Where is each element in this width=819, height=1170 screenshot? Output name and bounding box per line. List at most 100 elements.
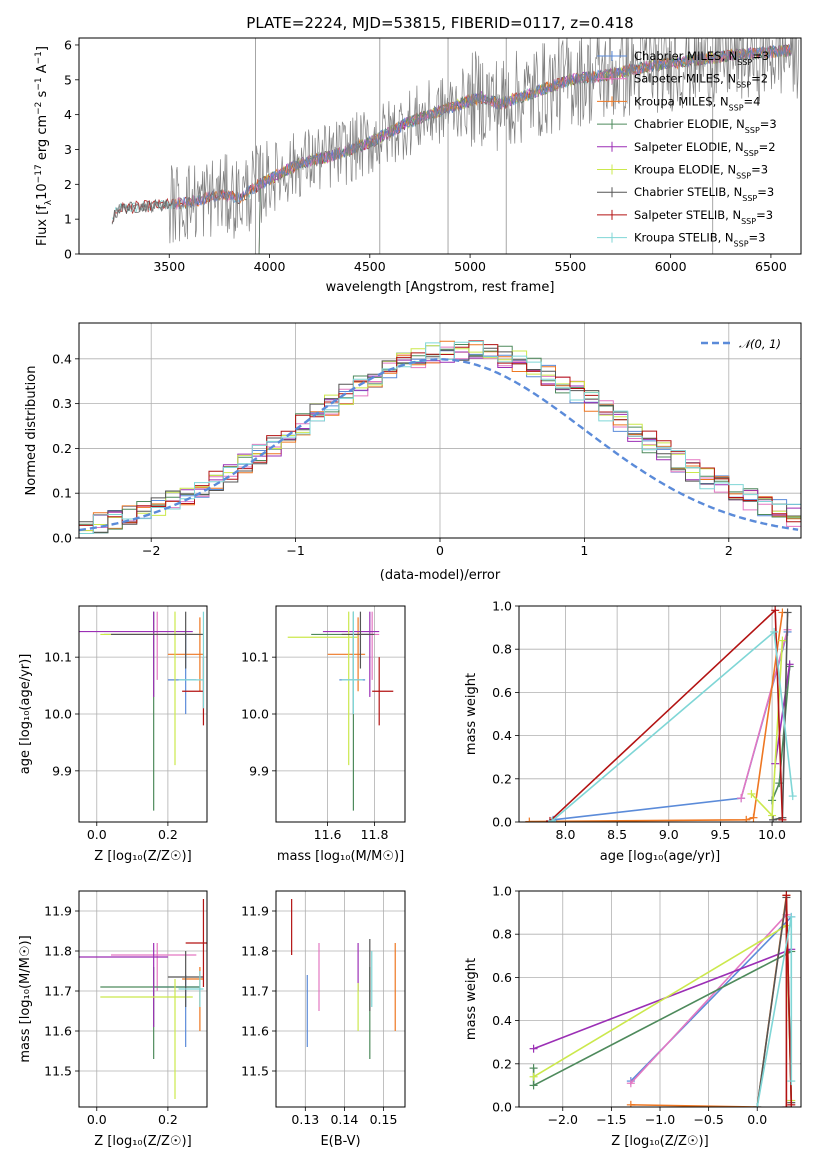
ytick-label-1: 11.6 <box>241 1024 269 1039</box>
y-axis-label: age [log₁₀(age/yr)] <box>18 654 33 775</box>
xtick-label-1: 11.8 <box>361 827 389 842</box>
axes-frame <box>78 322 802 539</box>
ytick-label-2: 0.4 <box>492 1013 512 1028</box>
weight-line-salpeter_miles <box>740 629 789 799</box>
hist-kroupa_stelib <box>79 341 801 534</box>
weight-line-salpeter_miles <box>630 914 787 1084</box>
xtick-label-2: 0 <box>436 543 444 558</box>
ytick-label-2: 0.2 <box>52 441 72 456</box>
data-spectrum-line <box>112 38 800 244</box>
plot-area-spectrum <box>111 38 800 254</box>
grid-weight_vs_age <box>519 605 801 823</box>
xtick-label-1: −1 <box>286 543 304 558</box>
legend-entry-5: Kroupa ELODIE, NSSP=3 <box>634 163 768 181</box>
axes-frame <box>518 890 802 1108</box>
figure-title: PLATE=2224, MJD=53815, FIBERID=0117, z=0… <box>246 14 633 32</box>
plot-area-weight_vs_age <box>525 606 797 822</box>
ytick-label-2: 10.1 <box>44 650 72 665</box>
xtick-label-2: 0.15 <box>370 1112 398 1127</box>
x-axis-label: Z [log₁₀(Z/Z☉)] <box>94 1134 191 1149</box>
legend-entry-3: Chabrier ELODIE, NSSP=3 <box>634 117 777 135</box>
xtick-label-0: 0.13 <box>291 1112 319 1127</box>
xtick-label-4: 0.0 <box>747 1112 767 1127</box>
panel-weight_vs_Z: −2.0 −1.5 −1.0 −0.5 0.0 0.0 0.2 0.4 0.6 0.8 1.0 Z [… <box>464 884 802 1149</box>
ytick-label-0: 9.9 <box>52 763 72 778</box>
grid-age_vs_Z <box>79 606 207 822</box>
xtick-label-0: 0.0 <box>87 1112 107 1127</box>
xtick-label-1: 0.2 <box>158 827 178 842</box>
y-axis-label: Flux [fλ10−17 erg cm−2 s−1 A−1] <box>34 46 54 246</box>
ytick-label-1: 0.2 <box>492 1056 512 1071</box>
ytick-label-4: 11.9 <box>44 904 72 919</box>
grid-mass_vs_ebv <box>276 891 405 1107</box>
legend-entry-0: Chabrier MILES, NSSP=3 <box>634 49 769 67</box>
ytick-label-5: 1.0 <box>492 599 512 614</box>
xtick-label-3: 5000 <box>454 259 486 274</box>
x-axis-label: wavelength [Angstrom, rest frame] <box>326 280 555 295</box>
x-axis-label: E(B-V) <box>320 1134 360 1149</box>
grid-mass_vs_Z <box>79 891 207 1107</box>
xtick-label-4: 10.0 <box>758 827 786 842</box>
ytick-label-4: 0.4 <box>52 351 72 366</box>
panel-age_vs_Z: 0.0 0.2 9.9 10.0 10.1 Z [log₁₀(Z/Z☉)] age [log… <box>18 605 208 864</box>
panel-spectrum: 3500 4000 4500 5000 5500 6000 6500 0 1 2 3 4 5 6 wavel… <box>34 37 802 295</box>
ytick-label-2: 0.4 <box>492 728 512 743</box>
legend-normal-label: 𝒩(0, 1) <box>739 337 781 351</box>
xtick-label-0: 3500 <box>153 259 185 274</box>
xtick-label-4: 2 <box>725 543 733 558</box>
weight-line-chabrier_miles <box>553 631 789 821</box>
xtick-label-0: −2.0 <box>548 1112 578 1127</box>
x-axis-label: Z [log₁₀(Z/Z☉)] <box>611 1134 708 1149</box>
ytick-label-1: 10.0 <box>44 707 72 722</box>
xtick-label-2: 9.0 <box>659 827 679 842</box>
xtick-label-3: −0.5 <box>693 1112 723 1127</box>
xtick-label-3: 1 <box>580 543 588 558</box>
panel-weight_vs_age: 8.0 8.5 9.0 9.5 10.0 0.0 0.2 0.4 0.6 0.8 1.0 age [l… <box>464 599 802 864</box>
xtick-label-0: 0.0 <box>87 827 107 842</box>
xtick-label-0: 11.6 <box>314 827 342 842</box>
ytick-label-0: 11.5 <box>241 1064 269 1079</box>
ytick-label-3: 0.6 <box>492 685 512 700</box>
weight-line-chabrier_elodie <box>532 950 792 1087</box>
xtick-label-6: 6500 <box>755 259 787 274</box>
ytick-label-1: 10.0 <box>241 707 269 722</box>
panel-mass_vs_Z: 0.0 0.2 11.5 11.6 11.7 11.8 11.9 Z [log₁₀(Z/Z☉)… <box>18 890 208 1149</box>
xtick-label-2: −1.0 <box>645 1112 675 1127</box>
y-axis-label: mass [log₁₀(M/M☉)] <box>18 935 33 1062</box>
ytick-label-4: 11.9 <box>241 904 269 919</box>
plot-area-weight_vs_Z <box>529 891 796 1107</box>
ytick-label-3: 3 <box>64 142 72 157</box>
axes-frame <box>518 605 802 823</box>
ytick-label-2: 11.7 <box>241 984 269 999</box>
ytick-label-0: 0.0 <box>492 1100 512 1115</box>
plot-area-residuals <box>79 340 801 534</box>
axes-frame <box>78 890 208 1108</box>
xtick-label-0: −2 <box>142 543 160 558</box>
ytick-label-0: 0.0 <box>492 815 512 830</box>
ytick-label-5: 5 <box>64 72 72 87</box>
legend-entry-7: Salpeter STELIB, NSSP=3 <box>634 208 773 226</box>
legend-entry-4: Salpeter ELODIE, NSSP=2 <box>634 140 776 158</box>
weight-line-salpeter_stelib <box>549 608 784 822</box>
y-axis-label: mass weight <box>464 673 479 755</box>
ytick-label-1: 1 <box>64 212 72 227</box>
ytick-label-4: 4 <box>64 107 72 122</box>
x-axis-label: (data-model)/error <box>380 568 501 583</box>
ytick-label-5: 1.0 <box>492 884 512 899</box>
x-axis-label: Z [log₁₀(Z/Z☉)] <box>94 849 191 864</box>
ytick-label-3: 11.8 <box>241 944 269 959</box>
legend-entry-8: Kroupa STELIB, NSSP=3 <box>634 231 765 249</box>
xtick-label-1: 0.14 <box>330 1112 358 1127</box>
panel-residuals: −2 −1 0 1 2 0.0 0.1 0.2 0.3 0.4 (data-model)/error… <box>24 322 802 583</box>
xtick-label-1: 8.5 <box>607 827 627 842</box>
axes-frame <box>275 890 406 1108</box>
panel-mass_vs_ebv: 0.13 0.14 0.15 11.5 11.6 11.7 11.8 11.9 E(B-V) <box>241 890 406 1149</box>
ytick-label-3: 0.6 <box>492 970 512 985</box>
weight-line-salpeter_elodie <box>774 664 791 764</box>
axes-frame <box>78 37 802 255</box>
ytick-label-0: 9.9 <box>249 763 269 778</box>
ytick-label-1: 0.2 <box>492 771 512 786</box>
normal-curve <box>79 358 799 532</box>
xtick-label-1: 4000 <box>254 259 286 274</box>
xtick-label-1: 0.2 <box>158 1112 178 1127</box>
